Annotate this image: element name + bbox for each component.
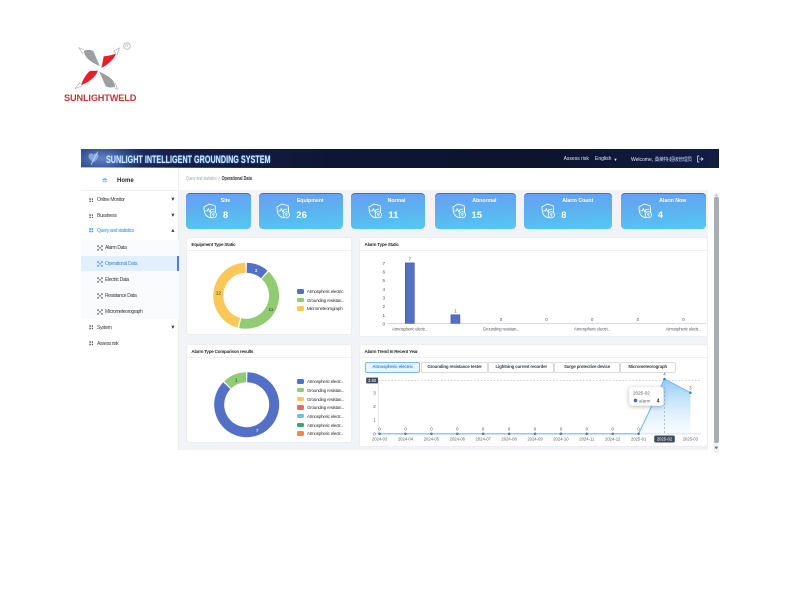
svg-text:0: 0 (682, 317, 685, 322)
svg-text:0: 0 (534, 427, 537, 432)
svg-text:0: 0 (456, 427, 459, 432)
svg-text:2: 2 (373, 404, 376, 409)
svg-text:0: 0 (586, 427, 589, 432)
svg-text:0: 0 (508, 427, 511, 432)
svg-text:0: 0 (482, 427, 485, 432)
svg-text:0: 0 (373, 432, 376, 437)
svg-text:4: 4 (657, 399, 660, 405)
svg-text:2024-08: 2024-08 (501, 437, 517, 442)
svg-text:3: 3 (382, 295, 385, 300)
svg-text:3: 3 (373, 391, 376, 396)
svg-text:0: 0 (430, 427, 433, 432)
svg-text:3: 3 (255, 267, 258, 273)
svg-text:2024-12: 2024-12 (605, 437, 621, 442)
svg-text:4: 4 (382, 286, 385, 291)
svg-text:0: 0 (500, 317, 503, 322)
svg-text:4: 4 (663, 372, 666, 377)
svg-text:alarm: alarm (639, 399, 651, 404)
svg-text:2024-09: 2024-09 (527, 437, 543, 442)
svg-text:7: 7 (409, 256, 412, 261)
svg-text:11: 11 (268, 307, 273, 313)
svg-text:0: 0 (404, 427, 407, 432)
svg-text:Atmospheric electr...: Atmospheric electr... (392, 326, 428, 331)
svg-text:0: 0 (637, 427, 640, 432)
svg-text:2: 2 (382, 304, 385, 309)
svg-text:2024-04: 2024-04 (398, 437, 414, 442)
svg-text:2024-03: 2024-03 (372, 437, 388, 442)
svg-text:0: 0 (378, 427, 381, 432)
svg-text:0: 0 (545, 317, 548, 322)
svg-text:1: 1 (235, 377, 238, 383)
svg-text:2025-01: 2025-01 (631, 437, 647, 442)
svg-text:Grounding resistan...: Grounding resistan... (483, 326, 520, 331)
svg-text:7: 7 (256, 428, 259, 434)
svg-text:2024-10: 2024-10 (553, 437, 569, 442)
svg-text:2024-05: 2024-05 (424, 437, 440, 442)
svg-text:2025-02: 2025-02 (657, 437, 673, 442)
svg-text:6: 6 (382, 269, 385, 274)
svg-text:1: 1 (382, 312, 385, 317)
svg-text:2024-11: 2024-11 (579, 437, 595, 442)
svg-text:7: 7 (382, 260, 385, 265)
svg-text:2024-07: 2024-07 (476, 437, 492, 442)
svg-text:R: R (125, 44, 129, 50)
svg-text:1: 1 (454, 308, 457, 313)
svg-text:2025-02: 2025-02 (633, 391, 650, 396)
svg-text:0: 0 (637, 317, 640, 322)
svg-text:0: 0 (612, 427, 615, 432)
svg-text:0: 0 (591, 317, 594, 322)
svg-text:3.90: 3.90 (368, 378, 377, 383)
svg-text:2024-06: 2024-06 (450, 437, 466, 442)
svg-text:2025-03: 2025-03 (683, 437, 699, 442)
svg-text:1: 1 (373, 418, 376, 423)
svg-text:Atmospheric electri...: Atmospheric electri... (574, 326, 611, 331)
svg-text:3: 3 (689, 386, 692, 391)
svg-text:0: 0 (560, 427, 563, 432)
svg-text:0: 0 (382, 321, 385, 326)
svg-text:5: 5 (382, 278, 385, 283)
svg-text:12: 12 (216, 290, 222, 296)
svg-text:Atmospheric electr...: Atmospheric electr... (666, 326, 702, 331)
